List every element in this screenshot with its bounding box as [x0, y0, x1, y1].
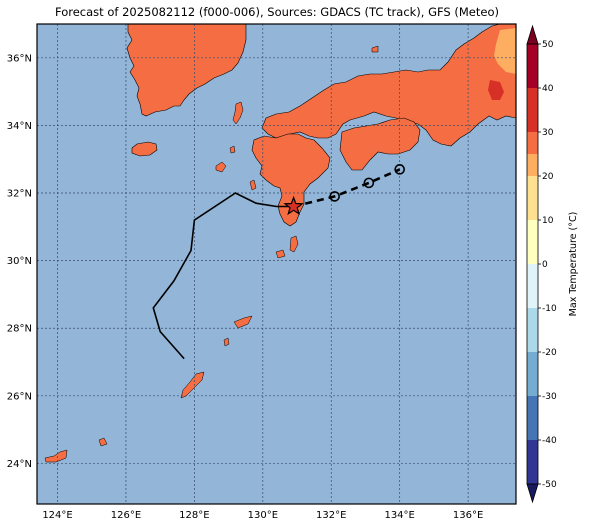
- colorbar-bin: [527, 396, 538, 440]
- tc-track-forecast-line: [293, 168, 401, 208]
- lat-tick-label: 28°N: [7, 324, 32, 335]
- land-koshiki: [249, 179, 257, 191]
- land-korea: [126, 24, 247, 117]
- lon-tick-label: 130°E: [248, 510, 278, 521]
- land-tanegashima: [289, 235, 299, 253]
- land-tsushima: [232, 101, 244, 125]
- land-kyushu: [251, 133, 331, 227]
- colorbar-tick-label: 0: [542, 260, 548, 270]
- land-goto: [215, 161, 227, 173]
- land-shikoku: [339, 117, 421, 171]
- lon-tick-label: 134°E: [384, 510, 414, 521]
- colorbar-tick-label: -30: [542, 392, 557, 402]
- colorbar: -50 -40 -30 -20 -10 0 10 20 30 40 50 Max Temperatur…: [526, 24, 579, 504]
- lat-tick-label: 24°N: [7, 459, 32, 470]
- lat-tick-label: 32°N: [7, 189, 32, 200]
- colorbar-tick-label: 40: [542, 84, 554, 94]
- lat-tick-label: 34°N: [7, 121, 32, 132]
- colorbar-label: Max Temperature (°C): [568, 212, 579, 317]
- graticule: [37, 24, 516, 504]
- tc-forecast-point: [329, 191, 340, 202]
- colorbar-bin: [527, 176, 538, 220]
- colorbar-extend-high: [526, 24, 539, 45]
- tc-forecast-point: [394, 164, 405, 175]
- lat-tick-label: 30°N: [7, 256, 32, 267]
- colorbar-tick-label: 10: [542, 216, 554, 226]
- colorbar-tick-label: -40: [542, 436, 557, 446]
- colorbar-bin: [527, 308, 538, 352]
- colorbar-bin: [527, 440, 538, 484]
- latitude-axis-labels: 24°N 26°N 28°N 30°N 32°N 34°N 36°N: [7, 53, 32, 470]
- lon-tick-label: 126°E: [111, 510, 141, 521]
- land-miyako: [98, 437, 108, 447]
- colorbar-tick-label: 50: [542, 40, 554, 50]
- tc-track-layer: [152, 164, 405, 360]
- land-warm-hills: [494, 28, 516, 74]
- colorbar-bin: [527, 352, 538, 396]
- lat-tick-label: 36°N: [7, 53, 32, 64]
- longitude-axis-labels: 124°E 126°E 128°E 130°E 132°E 134°E 136°E: [42, 510, 483, 521]
- land-tokunoshima: [223, 337, 230, 347]
- colorbar-tick-label: -20: [542, 348, 557, 358]
- tc-track-past-line: [152, 192, 294, 360]
- colorbar-tick-label: 20: [542, 172, 554, 182]
- land-hot-kanto: [488, 80, 504, 100]
- colorbar-tick-label: -10: [542, 304, 557, 314]
- tc-forecast-point: [363, 177, 375, 189]
- colorbar-tick-label: 30: [542, 128, 554, 138]
- colorbar-bin: [527, 154, 538, 176]
- land-amami: [233, 315, 253, 329]
- colorbar-bin: [527, 44, 538, 88]
- lon-tick-label: 124°E: [42, 510, 72, 521]
- lon-tick-label: 132°E: [316, 510, 346, 521]
- map-frame: [36, 23, 517, 505]
- colorbar-extend-low: [526, 483, 539, 504]
- land-jeju: [131, 141, 158, 157]
- tc-forecast-points: [329, 164, 405, 202]
- lon-tick-label: 136°E: [453, 510, 483, 521]
- land-yaeyama: [44, 449, 68, 463]
- land-layer: [44, 24, 516, 463]
- colorbar-bin: [527, 220, 538, 264]
- map-panel: [36, 23, 517, 505]
- colorbar-tick-label: -50: [542, 480, 557, 490]
- lon-tick-label: 128°E: [179, 510, 209, 521]
- colorbar-bin: [527, 264, 538, 308]
- land-iki: [229, 145, 236, 154]
- colorbar-bin: [527, 88, 538, 132]
- colorbar-bin: [527, 132, 538, 154]
- figure-title: Forecast of 2025082112 (f000-006), Sourc…: [55, 5, 499, 19]
- land-oki: [371, 45, 379, 53]
- lat-tick-label: 26°N: [7, 391, 32, 402]
- land-yakushima: [275, 249, 286, 259]
- tc-current-position-star: [283, 195, 304, 216]
